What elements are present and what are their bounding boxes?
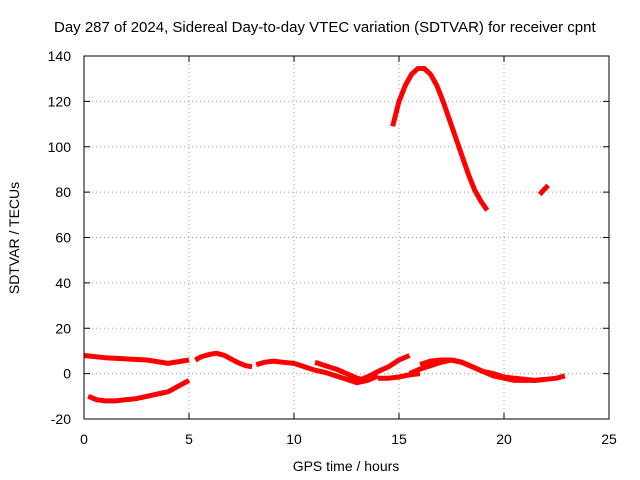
data-series-9 [408,357,566,383]
y-axis-label: SDTVAR / TECUs [6,182,22,294]
y-tick-label: 100 [48,139,72,155]
axis-ticks [83,55,610,420]
data-series-6 [358,353,411,383]
data-series-10 [390,66,490,212]
y-tick-label: -20 [51,411,71,427]
y-tick-label: 140 [48,48,72,64]
chart-title: Day 287 of 2024, Sidereal Day-to-day VTE… [54,19,596,36]
y-tick-label: 40 [55,275,71,291]
y-tick-label: 20 [55,320,71,336]
y-tick-label: 0 [63,366,71,382]
x-tick-label: 20 [496,431,512,447]
y-tick-label: 120 [48,93,72,109]
series-group [83,66,566,404]
y-tick-label: 60 [55,230,71,246]
x-tick-label: 10 [286,431,302,447]
data-series-4 [255,358,379,386]
x-tick-label: 15 [391,431,407,447]
x-axis-label: GPS time / hours [293,458,400,474]
y-tick-label: 80 [55,184,71,200]
data-series-1 [83,353,190,366]
grid [84,56,609,419]
data-series-3 [194,350,253,370]
x-tick-label: 0 [80,431,88,447]
x-tick-label: 25 [601,431,617,447]
data-series-2 [87,378,191,404]
tick-labels: 0 5 10 15 20 25 -20 0 20 40 60 80 100 120 140 [48,48,617,447]
x-tick-label: 5 [185,431,193,447]
data-series-11 [537,183,550,197]
